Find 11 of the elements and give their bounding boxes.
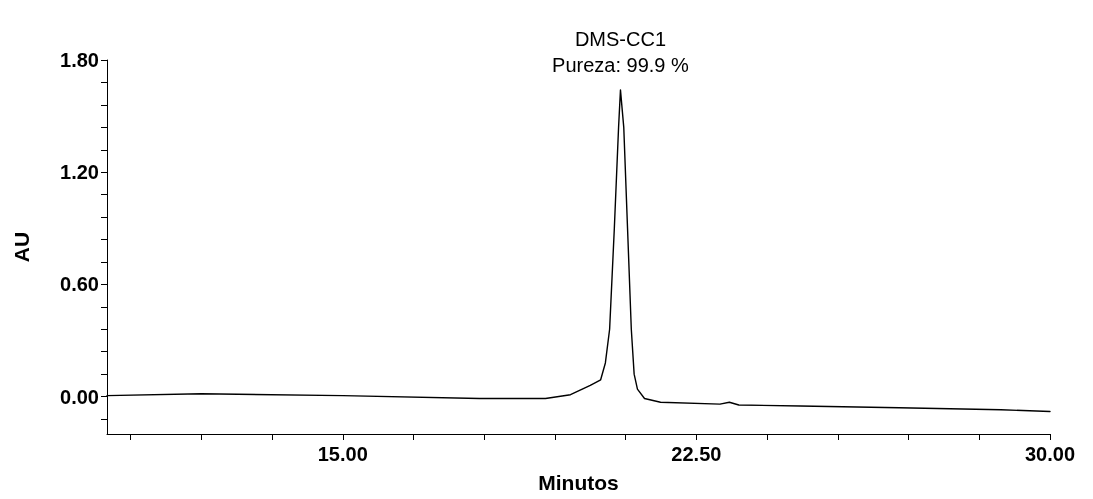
annotation: Pureza: 99.9 % [552, 53, 690, 76]
y-tick-label: 0.60 [60, 273, 99, 296]
annotation: DMS-CC1 [574, 27, 667, 50]
x-tick-label: 15.00 [317, 443, 368, 465]
y-tick-label: 1.20 [60, 161, 99, 184]
x-tick-label: 22.50 [671, 443, 722, 465]
x-tick-label: 30.00 [1024, 443, 1076, 465]
x-axis-title: Minutos [538, 471, 619, 494]
y-tick-label: 1.80 [60, 49, 99, 71]
y-tick-label: 0.00 [60, 385, 99, 408]
y-axis-title: AU [10, 231, 33, 263]
